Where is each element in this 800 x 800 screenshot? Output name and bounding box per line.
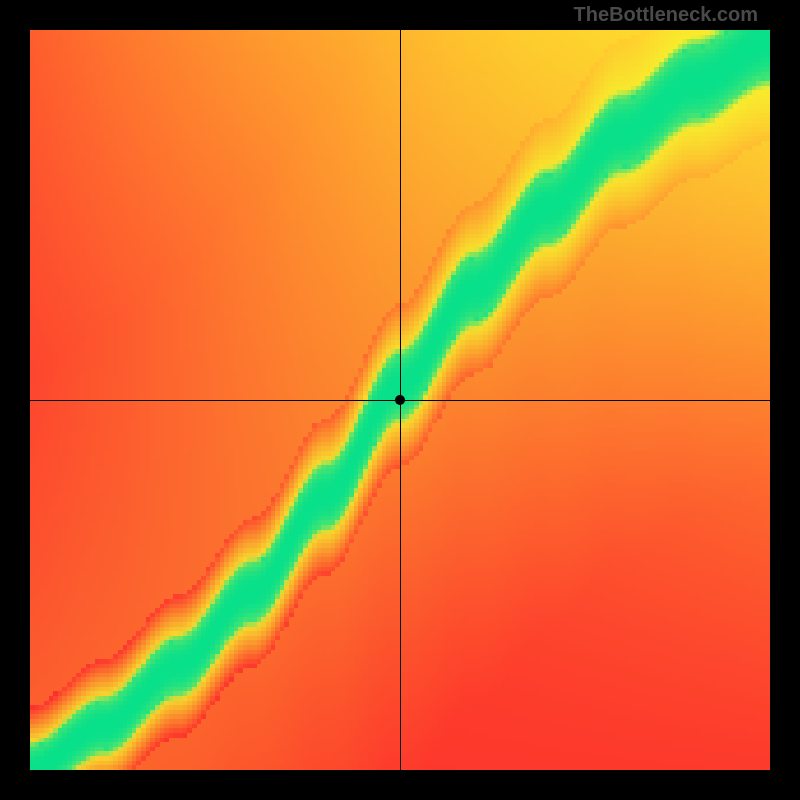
bottleneck-heatmap-canvas <box>0 0 800 800</box>
chart-container: TheBottleneck.com <box>0 0 800 800</box>
attribution-text: TheBottleneck.com <box>574 4 758 27</box>
